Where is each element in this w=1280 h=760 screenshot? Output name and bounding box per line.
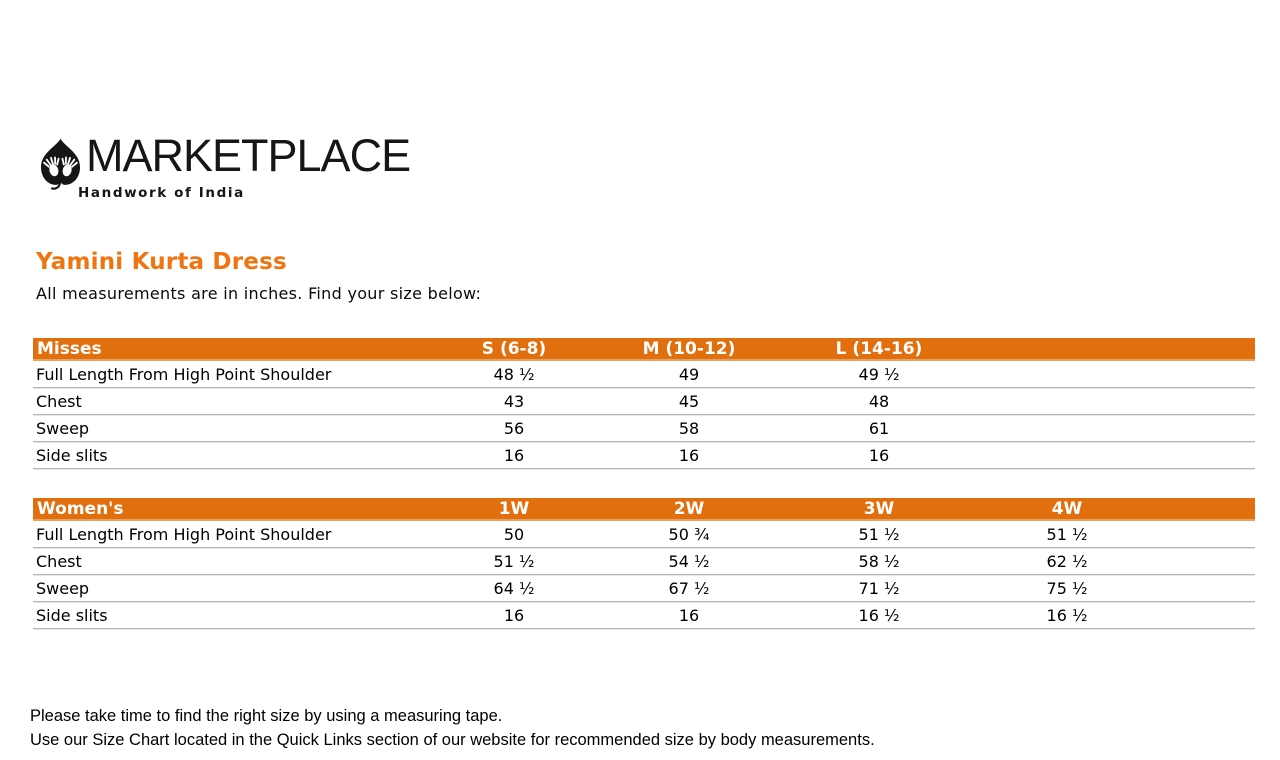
measurement-value [983, 387, 1151, 415]
brand-tagline: Handwork of India [78, 185, 245, 201]
measurement-value: 64 ½ [425, 574, 603, 602]
measurement-value: 51 ½ [775, 520, 983, 548]
measurement-label: Side slits [33, 441, 425, 469]
measurement-value: 71 ½ [775, 574, 983, 602]
measurement-value: 54 ½ [603, 547, 775, 575]
measurement-value: 45 [603, 387, 775, 415]
measurement-row: Full Length From High Point Shoulder 48 ½… [33, 360, 1255, 388]
measurement-label: Side slits [33, 601, 425, 629]
row-filler [1151, 520, 1255, 548]
table-group-name: Misses [33, 338, 425, 361]
measurement-value: 50 [425, 520, 603, 548]
row-filler [1151, 601, 1255, 629]
measurement-value: 43 [425, 387, 603, 415]
row-filler [1151, 387, 1255, 415]
size-column-header: 3W [775, 498, 983, 521]
page-subtitle: All measurements are in inches. Find you… [36, 284, 482, 303]
size-column-header: 1W [425, 498, 603, 521]
measurement-value: 48 [775, 387, 983, 415]
leaf-with-hands-icon [40, 138, 81, 190]
brand-wordmark: MARKETPLACE [86, 130, 411, 181]
size-column-header: 4W [983, 498, 1151, 521]
size-column-header: M (10-12) [603, 338, 775, 361]
measurement-row: Full Length From High Point Shoulder 50 50… [33, 520, 1255, 548]
row-filler [1151, 574, 1255, 602]
size-table-header-row: Women's 1W 2W 3W 4W [33, 498, 1255, 521]
measurement-value: 16 [603, 441, 775, 469]
measurement-label: Chest [33, 387, 425, 415]
measurement-value: 51 ½ [983, 520, 1151, 548]
measurement-value: 16 [775, 441, 983, 469]
measurement-row: Side slits 16 16 16 ½ 16 ½ [33, 601, 1255, 629]
measurement-value: 16 [603, 601, 775, 629]
measurement-value: 58 [603, 414, 775, 442]
row-filler [1151, 547, 1255, 575]
size-table-header-row: Misses S (6-8) M (10-12) L (14-16) [33, 338, 1255, 361]
measurement-value: 56 [425, 414, 603, 442]
size-column-header: 2W [603, 498, 775, 521]
row-filler [1151, 360, 1255, 388]
measurement-label: Full Length From High Point Shoulder [33, 360, 425, 388]
measurement-value: 67 ½ [603, 574, 775, 602]
measurement-row: Chest 51 ½ 54 ½ 58 ½ 62 ½ [33, 547, 1255, 575]
misses-size-table: Misses S (6-8) M (10-12) L (14-16) Full Leng… [33, 338, 1255, 469]
measurement-row: Chest 43 45 48 [33, 387, 1255, 415]
header-filler [1151, 498, 1255, 521]
header-filler [1151, 338, 1255, 361]
measurement-row: Sweep 56 58 61 [33, 414, 1255, 442]
measurement-value: 62 ½ [983, 547, 1151, 575]
measurement-value: 16 ½ [775, 601, 983, 629]
measurement-label: Full Length From High Point Shoulder [33, 520, 425, 548]
row-filler [1151, 441, 1255, 469]
footer-note-size-chart: Use our Size Chart located in the Quick … [30, 731, 875, 749]
measurement-value: 16 ½ [983, 601, 1151, 629]
footer-notes: Please take time to find the right size … [30, 704, 875, 752]
measurement-row: Side slits 16 16 16 [33, 441, 1255, 469]
page-title: Yamini Kurta Dress [36, 249, 287, 275]
measurement-value: 16 [425, 441, 603, 469]
measurement-value: 50 ¾ [603, 520, 775, 548]
measurement-value [983, 360, 1151, 388]
brand-header: MARKETPLACE Handwork of India [33, 130, 413, 206]
measurement-label: Sweep [33, 574, 425, 602]
measurement-value [983, 414, 1151, 442]
size-column-header: L (14-16) [775, 338, 983, 361]
measurement-value: 48 ½ [425, 360, 603, 388]
row-filler [1151, 414, 1255, 442]
measurement-row: Sweep 64 ½ 67 ½ 71 ½ 75 ½ [33, 574, 1255, 602]
measurement-value: 49 ½ [775, 360, 983, 388]
size-column-header: S (6-8) [425, 338, 603, 361]
measurement-value: 51 ½ [425, 547, 603, 575]
size-column-header [983, 338, 1151, 361]
womens-size-table: Women's 1W 2W 3W 4W Full Length From High Poi… [33, 498, 1255, 629]
measurement-value: 61 [775, 414, 983, 442]
measurement-label: Sweep [33, 414, 425, 442]
measurement-value: 16 [425, 601, 603, 629]
measurement-value: 58 ½ [775, 547, 983, 575]
measurement-value: 75 ½ [983, 574, 1151, 602]
measurement-value [983, 441, 1151, 469]
measurement-label: Chest [33, 547, 425, 575]
measurement-value: 49 [603, 360, 775, 388]
footer-note-measuring-tape: Please take time to find the right size … [30, 707, 503, 725]
table-group-name: Women's [33, 498, 425, 521]
